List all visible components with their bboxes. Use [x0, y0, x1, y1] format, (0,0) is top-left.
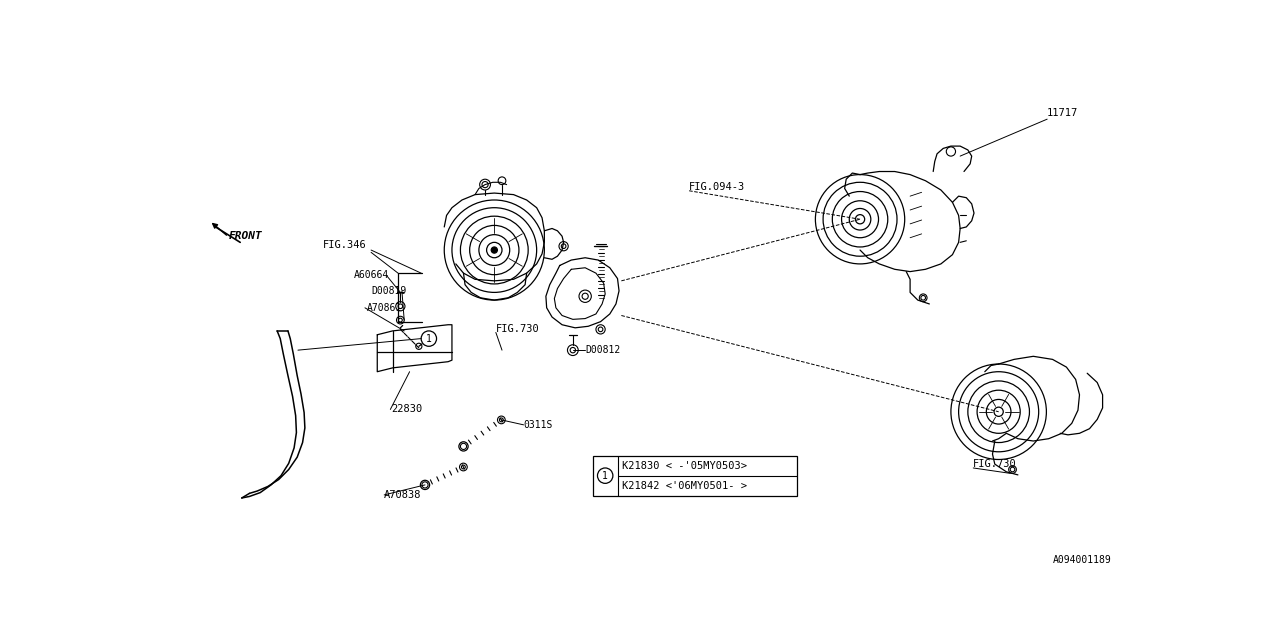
- Text: 1: 1: [426, 333, 431, 344]
- Text: FIG.094-3: FIG.094-3: [689, 182, 745, 192]
- Circle shape: [492, 247, 498, 253]
- Circle shape: [460, 442, 468, 451]
- Text: K21830 < -'05MY0503>: K21830 < -'05MY0503>: [622, 461, 748, 470]
- Text: K21842 <'06MY0501- >: K21842 <'06MY0501- >: [622, 481, 748, 491]
- Text: FIG.346: FIG.346: [323, 239, 366, 250]
- Text: D00819: D00819: [371, 286, 406, 296]
- Text: 0311S: 0311S: [524, 420, 553, 430]
- Text: 1: 1: [603, 470, 608, 481]
- Text: FIG.730: FIG.730: [495, 324, 540, 333]
- Text: D00812: D00812: [585, 345, 621, 355]
- Text: FRONT: FRONT: [229, 231, 262, 241]
- Text: A70861: A70861: [367, 303, 402, 313]
- Bar: [593, 456, 797, 495]
- Text: 11717: 11717: [1047, 108, 1079, 118]
- Text: A70838: A70838: [384, 490, 421, 500]
- Circle shape: [420, 480, 430, 490]
- Text: 22830: 22830: [392, 404, 422, 415]
- Text: FIG.730: FIG.730: [973, 459, 1018, 469]
- Text: A094001189: A094001189: [1052, 556, 1111, 565]
- Text: A60664: A60664: [355, 271, 389, 280]
